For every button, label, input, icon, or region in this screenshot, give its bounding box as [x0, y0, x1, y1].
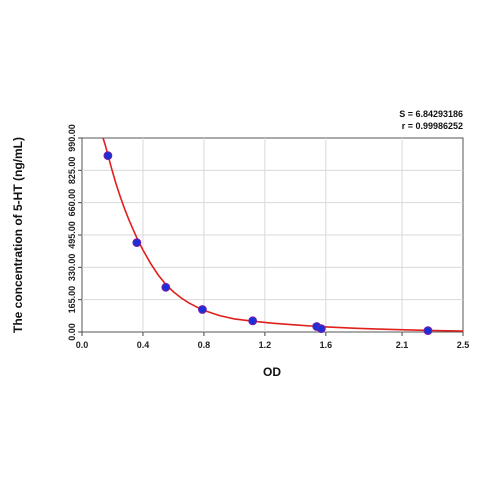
y-tick-label: 990.00 [67, 124, 77, 152]
x-tick-label: 0.0 [76, 340, 89, 350]
data-point [161, 282, 171, 292]
grid-lines [82, 138, 463, 332]
y-axis-title: The concentration of 5-HT (ng/mL) [11, 137, 25, 333]
data-point [423, 326, 433, 336]
data-point [103, 151, 113, 161]
y-tick-label: 660.00 [67, 189, 77, 217]
x-tick-label: 1.6 [320, 340, 333, 350]
x-tick-label: 0.8 [198, 340, 211, 350]
x-axis-title: OD [263, 365, 281, 379]
data-point [132, 238, 142, 248]
y-tick-label: 495.00 [67, 221, 77, 249]
y-tick-label: 330.00 [67, 254, 77, 282]
s-value-annotation: S = 6.84293186 [399, 109, 463, 119]
data-point [197, 305, 207, 314]
y-tick-label: 0.00 [67, 323, 77, 341]
r-value-annotation: r = 0.99986252 [402, 121, 463, 131]
y-tick-label: 825.00 [67, 157, 77, 185]
x-tick-label: 1.2 [259, 340, 272, 350]
data-point [316, 324, 326, 334]
data-points [103, 151, 433, 336]
x-tick-label: 2.1 [396, 340, 409, 350]
x-tick-label: 0.4 [137, 340, 150, 350]
data-point [248, 316, 258, 326]
axis-ticks: 0.0 0.4 0.8 1.2 1.6 2.1 2.5 0.00 165.00 330.00 495… [67, 124, 469, 350]
y-tick-label: 165.00 [67, 286, 77, 314]
x-tick-label: 2.5 [457, 340, 470, 350]
